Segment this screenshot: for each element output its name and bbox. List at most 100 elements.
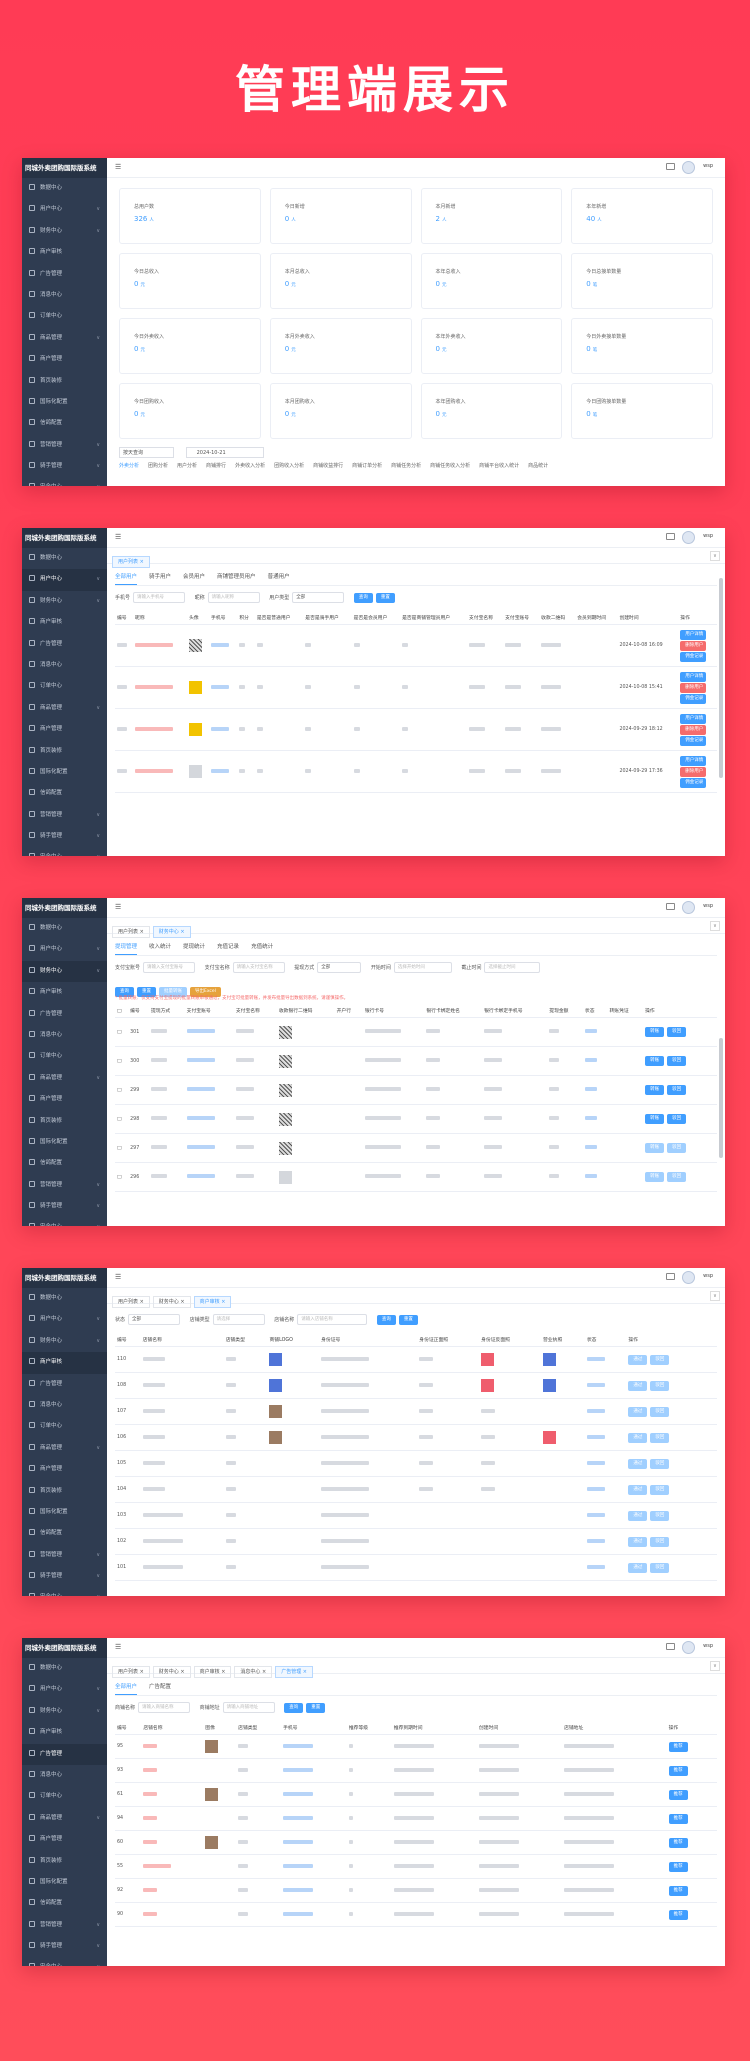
approve-button[interactable]: 通过 xyxy=(628,1406,648,1417)
close-icon[interactable]: × xyxy=(178,1299,185,1305)
recommend-button[interactable]: 推荐 xyxy=(668,1909,688,1920)
status-select[interactable]: 全部 xyxy=(128,1314,181,1325)
method-select[interactable]: 全部 xyxy=(317,962,362,973)
reset-button[interactable]: 重置 xyxy=(137,986,156,997)
sidebar-item[interactable]: 信鸽配置 xyxy=(22,1893,107,1914)
row-checkbox[interactable]: □ xyxy=(115,1046,129,1076)
row-checkbox[interactable]: □ xyxy=(115,1133,129,1163)
reject-button[interactable]: 驳回 xyxy=(650,1536,670,1547)
sidebar-item[interactable]: 订单中心 xyxy=(22,1786,107,1807)
approve-button[interactable]: 通过 xyxy=(628,1458,648,1469)
sidebar-item[interactable]: 国际化配置 xyxy=(22,1872,107,1893)
sidebar-item[interactable]: 商户管理 xyxy=(22,349,107,370)
reject-button[interactable]: 驳回 xyxy=(667,1056,687,1066)
sidebar-item[interactable]: 骑手管理 ∨ xyxy=(22,1936,107,1957)
commission-button[interactable]: 佣金记录 xyxy=(680,777,707,788)
sidebar-item[interactable]: 营销管理 ∨ xyxy=(22,1915,107,1936)
sidebar-item[interactable]: 订单中心 xyxy=(22,1046,107,1067)
avatar[interactable] xyxy=(682,1271,695,1284)
analysis-tab[interactable]: 团购分析 xyxy=(148,463,169,469)
sidebar-item[interactable]: 商户管理 xyxy=(22,719,107,740)
sidebar-item[interactable]: 首页装修 xyxy=(22,371,107,392)
page-tab[interactable]: 用户列表 × xyxy=(112,1666,150,1678)
approve-button[interactable]: 通过 xyxy=(628,1432,648,1443)
sidebar-item[interactable]: 商户管理 xyxy=(22,1829,107,1850)
sidebar-item[interactable]: 数据中心 xyxy=(22,178,107,199)
page-tab[interactable]: 商户审核 × xyxy=(193,1296,232,1308)
user-detail-button[interactable]: 用户详情 xyxy=(680,755,707,766)
analysis-tab[interactable]: 商品统计 xyxy=(528,463,549,469)
reject-button[interactable]: 驳回 xyxy=(667,1114,687,1124)
hamburger-icon[interactable]: ☰ xyxy=(115,903,122,911)
sidebar-item[interactable]: 商户审核 xyxy=(22,1352,107,1374)
reject-button[interactable]: 驳回 xyxy=(650,1484,670,1495)
transfer-button[interactable]: 转账 xyxy=(645,1027,665,1037)
sidebar-item[interactable]: 财务中心 ∨ xyxy=(22,221,107,242)
sidebar-item[interactable]: 安全中心 ∨ xyxy=(22,1957,107,1966)
reset-button[interactable]: 重置 xyxy=(398,1314,418,1325)
sidebar-item[interactable]: 财务中心 ∨ xyxy=(22,960,107,983)
sidebar-item[interactable]: 首页装修 xyxy=(22,741,107,762)
transfer-button[interactable]: 转账 xyxy=(645,1172,665,1182)
sub-tab[interactable]: 普通用户 xyxy=(267,574,290,580)
start-time-input[interactable]: 选择开始时间 xyxy=(393,962,452,973)
page-tab[interactable]: 用户列表 × xyxy=(112,556,150,568)
sidebar-item[interactable]: 商户审核 xyxy=(22,242,107,263)
sub-tab[interactable]: 全部用户 xyxy=(115,570,138,585)
sidebar-item[interactable]: 信鸽配置 xyxy=(22,413,107,434)
sidebar-item[interactable]: 国际化配置 xyxy=(22,392,107,413)
row-checkbox[interactable]: □ xyxy=(115,1162,129,1192)
sub-tab[interactable]: 充值统计 xyxy=(251,944,274,950)
analysis-tab[interactable]: 外卖收入分析 xyxy=(235,463,266,469)
analysis-tab[interactable]: 外卖分析 xyxy=(119,463,140,469)
sidebar-item[interactable]: 订单中心 xyxy=(22,1416,107,1437)
sidebar-item[interactable]: 财务中心 ∨ xyxy=(22,591,107,612)
end-time-input[interactable]: 选择截止时间 xyxy=(484,962,541,973)
sidebar-item[interactable]: 骑手管理 ∨ xyxy=(22,826,107,847)
hamburger-icon[interactable]: ☰ xyxy=(115,1273,122,1281)
close-icon[interactable]: × xyxy=(138,1669,144,1675)
avatar[interactable] xyxy=(682,161,695,174)
sidebar-item[interactable]: 数据中心 xyxy=(22,548,107,569)
date-picker[interactable]: 2024-10-21 xyxy=(185,447,264,458)
close-icon[interactable]: × xyxy=(178,929,185,935)
phone-input[interactable]: 请输入手机号 xyxy=(133,592,186,603)
page-tab[interactable]: 财务中心 × xyxy=(152,1666,191,1678)
sub-tab[interactable]: 全部用户 xyxy=(115,1680,138,1695)
scrollbar[interactable] xyxy=(719,1038,723,1158)
username[interactable]: wsp xyxy=(703,1273,713,1279)
sub-tab[interactable]: 收入统计 xyxy=(149,944,172,950)
hamburger-icon[interactable]: ☰ xyxy=(115,1643,122,1651)
search-button[interactable]: 查询 xyxy=(353,592,373,603)
sidebar-item[interactable]: 用户中心 ∨ xyxy=(22,1309,107,1330)
search-button[interactable]: 查询 xyxy=(115,986,134,997)
recommend-button[interactable]: 推荐 xyxy=(668,1813,688,1824)
sub-tab[interactable]: 广告配置 xyxy=(149,1684,172,1690)
sidebar-item[interactable]: 消息中心 xyxy=(22,285,107,306)
sidebar-item[interactable]: 营销管理 ∨ xyxy=(22,805,107,826)
transfer-button[interactable]: 转账 xyxy=(645,1085,665,1095)
analysis-tab[interactable]: 商铺订单分析 xyxy=(352,463,383,469)
page-tab[interactable]: 财务中心 × xyxy=(152,926,191,938)
commission-button[interactable]: 佣金记录 xyxy=(680,693,707,704)
page-tab[interactable]: 用户列表 × xyxy=(112,1296,150,1308)
commission-button[interactable]: 佣金记录 xyxy=(680,651,707,662)
scrollbar[interactable] xyxy=(719,578,723,778)
sidebar-item[interactable]: 订单中心 xyxy=(22,676,107,697)
username[interactable]: wsp xyxy=(703,1643,713,1649)
transfer-button[interactable]: 转账 xyxy=(645,1056,665,1066)
shop-name-input[interactable]: 请输入店铺名称 xyxy=(297,1314,368,1325)
shop-name-input[interactable]: 请输入商铺名称 xyxy=(138,1702,191,1713)
sidebar-item[interactable]: 用户中心 ∨ xyxy=(22,939,107,960)
username[interactable]: wsp xyxy=(703,163,713,169)
sidebar-item[interactable]: 广告管理 xyxy=(22,1743,107,1765)
chevron-down-icon[interactable]: ∨ xyxy=(710,1661,720,1671)
recommend-button[interactable]: 推荐 xyxy=(668,1765,688,1776)
approve-button[interactable]: 通过 xyxy=(628,1510,648,1521)
sidebar-item[interactable]: 数据中心 xyxy=(22,1288,107,1309)
sidebar-item[interactable]: 广告管理 xyxy=(22,634,107,655)
user-type-select[interactable]: 全部 xyxy=(292,592,345,603)
sidebar-item[interactable]: 首页装修 xyxy=(22,1851,107,1872)
alipay-account-input[interactable]: 请输入支付宝账号 xyxy=(143,962,196,973)
approve-button[interactable]: 通过 xyxy=(628,1562,648,1573)
